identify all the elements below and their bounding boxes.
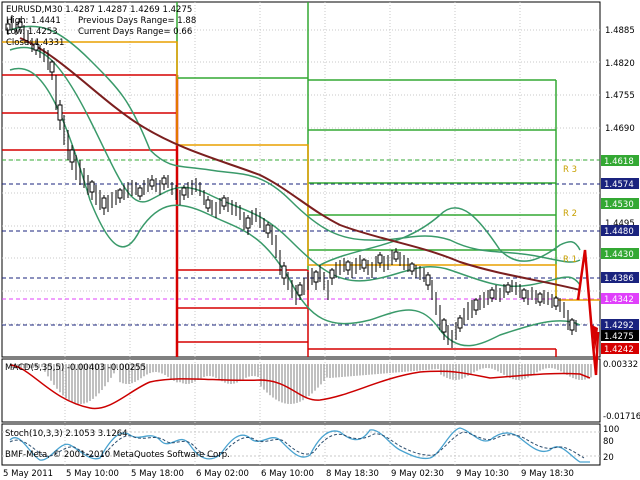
copyright: BMF-Meta, © 2001-2010 MetaQuotes Softwar… bbox=[5, 450, 230, 460]
stoch-signal-line bbox=[9, 431, 585, 459]
price-tag-bg bbox=[601, 225, 639, 236]
forecast-spike bbox=[576, 249, 600, 376]
price-tags: 1.4618 1.4574 1.4530 1.4480 1.4430 1.438… bbox=[601, 155, 639, 355]
macd-histogram bbox=[11, 364, 592, 404]
price-tag: 1.4430 bbox=[604, 250, 634, 260]
time-label: 5 May 2011 bbox=[3, 469, 53, 479]
price-tag-bg bbox=[601, 330, 639, 341]
stoch-axis-bottom: 20 bbox=[603, 453, 614, 463]
candle-bodies bbox=[5, 21, 575, 333]
moving-average bbox=[19, 37, 581, 291]
time-label: 9 May 10:30 bbox=[456, 469, 509, 479]
price-tag-bg bbox=[601, 178, 639, 189]
price-tag: 1.4275 bbox=[604, 332, 634, 342]
price-axis-label: 1.4495 bbox=[605, 219, 635, 229]
level-label-r1: R 1 bbox=[563, 255, 577, 265]
symbol-line: EURUSD,M30 1.4287 1.4287 1.4269 1.4275 bbox=[6, 5, 192, 15]
price-tag-bg bbox=[601, 198, 639, 209]
price-panel[interactable] bbox=[1, 1, 601, 358]
stoch-panel[interactable] bbox=[1, 423, 601, 466]
current-range: Current Days Range= 0.66 bbox=[78, 27, 192, 37]
stoch-axis-top: 100 bbox=[603, 425, 619, 435]
stoch-label: Stoch(10,3,3) 2.1053 3.1264 bbox=[5, 429, 128, 439]
price-tag: 1.4242 bbox=[604, 345, 634, 355]
price-axis-label: 1.4820 bbox=[605, 59, 635, 69]
macd-axis-top: 0.00332 bbox=[603, 360, 638, 370]
time-label: 9 May 02:30 bbox=[391, 469, 444, 479]
time-label: 5 May 10:00 bbox=[66, 469, 119, 479]
time-axis: 5 May 2011 5 May 10:00 5 May 18:00 6 May… bbox=[3, 469, 574, 479]
level-label-r2: R 2 bbox=[563, 209, 577, 219]
price-tag: 1.4480 bbox=[604, 227, 634, 237]
time-label: 5 May 18:00 bbox=[131, 469, 184, 479]
price-tag: 1.4574 bbox=[604, 180, 634, 190]
time-label: 6 May 02:00 bbox=[196, 469, 249, 479]
macd-signal-line bbox=[9, 364, 591, 410]
chart-header: EURUSD,M30 1.4287 1.4287 1.4269 1.4275 H… bbox=[6, 5, 196, 48]
price-tag-bg bbox=[601, 272, 639, 283]
price-tag: 1.4386 bbox=[604, 274, 634, 284]
price-tag-bg bbox=[601, 155, 639, 166]
level-label-r3: R 3 bbox=[563, 165, 577, 175]
price-axis: 1.4885 1.4820 1.4755 1.4690 1.4495 bbox=[605, 26, 635, 229]
price-tag-bg bbox=[601, 248, 639, 259]
stoch-axis-mid: 80 bbox=[603, 437, 614, 447]
price-tag: 1.4292 bbox=[604, 321, 634, 331]
close-label: Close: 1.4331 bbox=[6, 38, 64, 48]
price-axis-label: 1.4690 bbox=[605, 124, 635, 134]
price-tag: 1.4530 bbox=[604, 200, 634, 210]
price-axis-label: 1.4885 bbox=[605, 26, 635, 36]
macd-label: MACD(5,35,5) -0.00403 -0.00255 bbox=[5, 363, 146, 373]
price-tag-bg bbox=[601, 319, 639, 330]
price-tag: 1.4618 bbox=[604, 157, 634, 167]
bollinger-bands bbox=[9, 25, 581, 347]
price-axis-label: 1.4755 bbox=[605, 91, 635, 101]
forecast-arrow bbox=[592, 325, 598, 352]
price-tag: 1.4342 bbox=[604, 295, 634, 305]
time-label: 8 May 18:30 bbox=[326, 469, 379, 479]
low-label: Low: 1.4253 bbox=[6, 27, 58, 37]
macd-axis-bottom: -0.01716 bbox=[603, 412, 640, 422]
high-label: High: 1.4441 bbox=[6, 16, 61, 26]
price-tag-bg bbox=[601, 293, 639, 304]
prev-range: Previous Days Range= 1.88 bbox=[78, 16, 196, 26]
time-label: 9 May 18:30 bbox=[521, 469, 574, 479]
time-label: 6 May 10:00 bbox=[261, 469, 314, 479]
price-tag-bg bbox=[601, 343, 639, 354]
